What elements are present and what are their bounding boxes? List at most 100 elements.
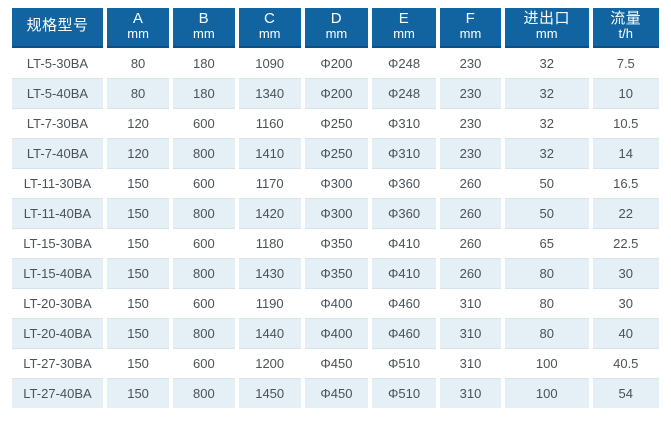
value-cell: 800: [173, 318, 235, 349]
column-header-unit: mm: [535, 26, 558, 42]
value-cell: 1410: [238, 138, 301, 169]
value-cell: 230: [440, 138, 501, 169]
column-header-c: C mm: [238, 8, 301, 49]
value-cell: 230: [440, 108, 501, 139]
model-cell: LT-7-30BA: [12, 108, 104, 139]
value-cell: 1420: [238, 198, 301, 229]
value-cell: 150: [107, 348, 170, 379]
value-cell: 54: [592, 378, 659, 409]
column-header-a: A mm: [107, 8, 170, 49]
value-cell: 1200: [238, 348, 301, 379]
column-header-label: C: [264, 10, 276, 27]
column-header-label: F: [465, 10, 476, 27]
value-cell: Φ250: [304, 108, 369, 139]
value-cell: 50: [504, 198, 589, 229]
value-cell: 32: [504, 78, 589, 109]
value-cell: 32: [504, 108, 589, 139]
column-header-d: D mm: [304, 8, 369, 49]
value-cell: 65: [504, 228, 589, 259]
value-cell: 10.5: [592, 108, 659, 139]
table-row: LT-5-30BA 80 180 1090 Φ200 Φ248 230 32 7.5: [12, 48, 659, 79]
value-cell: Φ400: [304, 318, 369, 349]
column-header-flow-rate: 流量 t/h: [592, 8, 659, 49]
value-cell: Φ410: [372, 258, 437, 289]
model-cell: LT-27-40BA: [12, 378, 104, 409]
value-cell: 100: [504, 348, 589, 379]
value-cell: Φ400: [304, 288, 369, 319]
column-header-unit: mm: [258, 26, 281, 42]
table-row: LT-7-40BA 120 800 1410 Φ250 Φ310 230 32 14: [12, 138, 659, 169]
value-cell: 150: [107, 318, 170, 349]
value-cell: 150: [107, 288, 170, 319]
model-cell: LT-7-40BA: [12, 138, 104, 169]
value-cell: Φ450: [304, 348, 369, 379]
value-cell: 260: [440, 168, 501, 199]
value-cell: 40: [592, 318, 659, 349]
table-row: LT-15-30BA 150 600 1180 Φ350 Φ410 260 65 22.5: [12, 228, 659, 259]
table-header-row: 规格型号 A mm B mm C mm D mm: [12, 8, 659, 49]
spec-table-container: 规格型号 A mm B mm C mm D mm: [8, 8, 663, 409]
value-cell: 800: [173, 198, 235, 229]
value-cell: 1170: [238, 168, 301, 199]
value-cell: Φ450: [304, 378, 369, 409]
value-cell: 30: [592, 288, 659, 319]
column-header-label: A: [132, 10, 144, 27]
value-cell: 1180: [238, 228, 301, 259]
column-header-label: 流量: [610, 10, 642, 27]
column-header-model: 规格型号: [12, 8, 104, 49]
value-cell: 260: [440, 258, 501, 289]
spec-table: 规格型号 A mm B mm C mm D mm: [8, 8, 663, 409]
value-cell: 40.5: [592, 348, 659, 379]
column-header-label: B: [198, 10, 210, 27]
value-cell: Φ250: [304, 138, 369, 169]
value-cell: 32: [504, 48, 589, 79]
value-cell: Φ300: [304, 198, 369, 229]
value-cell: Φ350: [304, 258, 369, 289]
table-body: LT-5-30BA 80 180 1090 Φ200 Φ248 230 32 7.5 LT-5-4…: [12, 48, 659, 409]
value-cell: 10: [592, 78, 659, 109]
value-cell: 50: [504, 168, 589, 199]
model-cell: LT-5-40BA: [12, 78, 104, 109]
table-row: LT-5-40BA 80 180 1340 Φ200 Φ248 230 32 10: [12, 78, 659, 109]
column-header-unit: mm: [127, 26, 149, 42]
value-cell: 22.5: [592, 228, 659, 259]
value-cell: 600: [173, 168, 235, 199]
model-cell: LT-20-30BA: [12, 288, 104, 319]
value-cell: Φ460: [372, 318, 437, 349]
value-cell: 600: [173, 348, 235, 379]
table-row: LT-20-30BA 150 600 1190 Φ400 Φ460 310 80 30: [12, 288, 659, 319]
column-header-f: F mm: [440, 8, 501, 49]
table-row: LT-11-40BA 150 800 1420 Φ300 Φ360 260 50 22: [12, 198, 659, 229]
value-cell: 310: [440, 318, 501, 349]
value-cell: 180: [173, 78, 235, 109]
value-cell: 600: [173, 228, 235, 259]
value-cell: 1430: [238, 258, 301, 289]
column-header-unit: mm: [193, 26, 215, 42]
value-cell: 80: [504, 258, 589, 289]
column-header-label: D: [330, 10, 343, 27]
column-header-unit: mm: [393, 26, 415, 42]
value-cell: 600: [173, 108, 235, 139]
value-cell: 120: [107, 138, 170, 169]
table-row: LT-20-40BA 150 800 1440 Φ400 Φ460 310 80 40: [12, 318, 659, 349]
value-cell: 260: [440, 228, 501, 259]
value-cell: Φ510: [372, 378, 437, 409]
value-cell: 600: [173, 288, 235, 319]
table-row: LT-7-30BA 120 600 1160 Φ250 Φ310 230 32 10.5: [12, 108, 659, 139]
value-cell: 1190: [238, 288, 301, 319]
value-cell: 1090: [238, 48, 301, 79]
value-cell: 150: [107, 228, 170, 259]
value-cell: 1160: [238, 108, 301, 139]
value-cell: 800: [173, 258, 235, 289]
value-cell: Φ410: [372, 228, 437, 259]
value-cell: 16.5: [592, 168, 659, 199]
value-cell: 150: [107, 168, 170, 199]
value-cell: 22: [592, 198, 659, 229]
value-cell: 120: [107, 108, 170, 139]
value-cell: 230: [440, 78, 501, 109]
value-cell: 80: [107, 48, 170, 79]
model-cell: LT-20-40BA: [12, 318, 104, 349]
value-cell: Φ300: [304, 168, 369, 199]
model-cell: LT-11-40BA: [12, 198, 104, 229]
table-row: LT-27-40BA 150 800 1450 Φ450 Φ510 310 100 54: [12, 378, 659, 409]
